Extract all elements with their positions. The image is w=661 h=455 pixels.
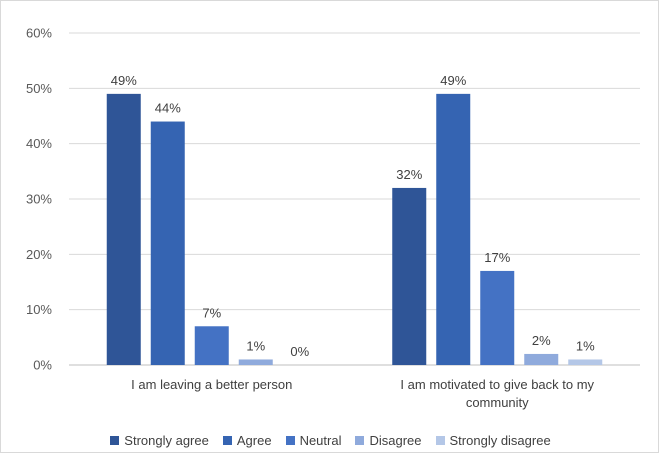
- bars: [106, 93, 603, 366]
- legend-label: Strongly disagree: [449, 432, 551, 448]
- data-label: 7%: [202, 305, 221, 320]
- y-tick-label: 30%: [26, 192, 52, 207]
- legend: Strongly agree Agree Neutral Disagree Strong…: [0, 430, 661, 450]
- y-tick-label: 40%: [26, 136, 52, 151]
- bar: [194, 326, 229, 365]
- legend-swatch: [285, 435, 295, 445]
- y-axis-ticks: 0% 10% 20% 30% 40% 50% 60%: [26, 26, 52, 373]
- data-label: 2%: [532, 333, 551, 348]
- bar: [238, 359, 273, 365]
- data-label: 32%: [396, 167, 422, 182]
- category-label: community: [466, 395, 529, 410]
- bar: [436, 93, 471, 365]
- bar: [568, 359, 603, 365]
- x-axis-categories: I am leaving a better person I am motivat…: [131, 377, 594, 410]
- data-labels: 49% 44% 7% 1% 0% 32% 49% 17% 2% 1%: [111, 73, 595, 359]
- legend-label: Neutral: [299, 432, 342, 448]
- legend-item: Strongly agree: [110, 433, 209, 448]
- legend-label: Strongly agree: [124, 432, 209, 448]
- data-label: 49%: [111, 73, 137, 88]
- data-label: 49%: [440, 73, 466, 88]
- legend-swatch: [222, 435, 232, 445]
- legend-swatch: [110, 435, 120, 445]
- legend-item: Strongly disagree: [435, 432, 551, 448]
- legend-item: Agree: [222, 432, 272, 448]
- bar: [150, 121, 185, 366]
- data-label: 1%: [576, 338, 595, 353]
- legend-swatch: [355, 435, 365, 445]
- y-tick-label: 10%: [26, 302, 52, 317]
- y-tick-label: 50%: [26, 81, 52, 96]
- legend-item: Disagree: [355, 432, 422, 448]
- bar: [106, 93, 141, 365]
- legend-label: Agree: [236, 432, 272, 448]
- data-label: 17%: [484, 250, 510, 265]
- y-tick-label: 60%: [26, 26, 52, 41]
- data-label: 0%: [290, 344, 309, 359]
- data-label: 44%: [155, 101, 181, 116]
- y-tick-label: 20%: [26, 247, 52, 262]
- bar: [480, 270, 515, 365]
- bar: [392, 187, 427, 365]
- category-label: I am leaving a better person: [131, 377, 292, 392]
- legend-label: Disagree: [369, 432, 422, 448]
- y-tick-label: 0%: [33, 358, 52, 373]
- legend-swatch: [435, 435, 445, 445]
- data-label: 1%: [246, 338, 265, 353]
- bar: [524, 353, 559, 365]
- legend-item: Neutral: [285, 432, 342, 448]
- category-label: I am motivated to give back to my: [400, 377, 594, 392]
